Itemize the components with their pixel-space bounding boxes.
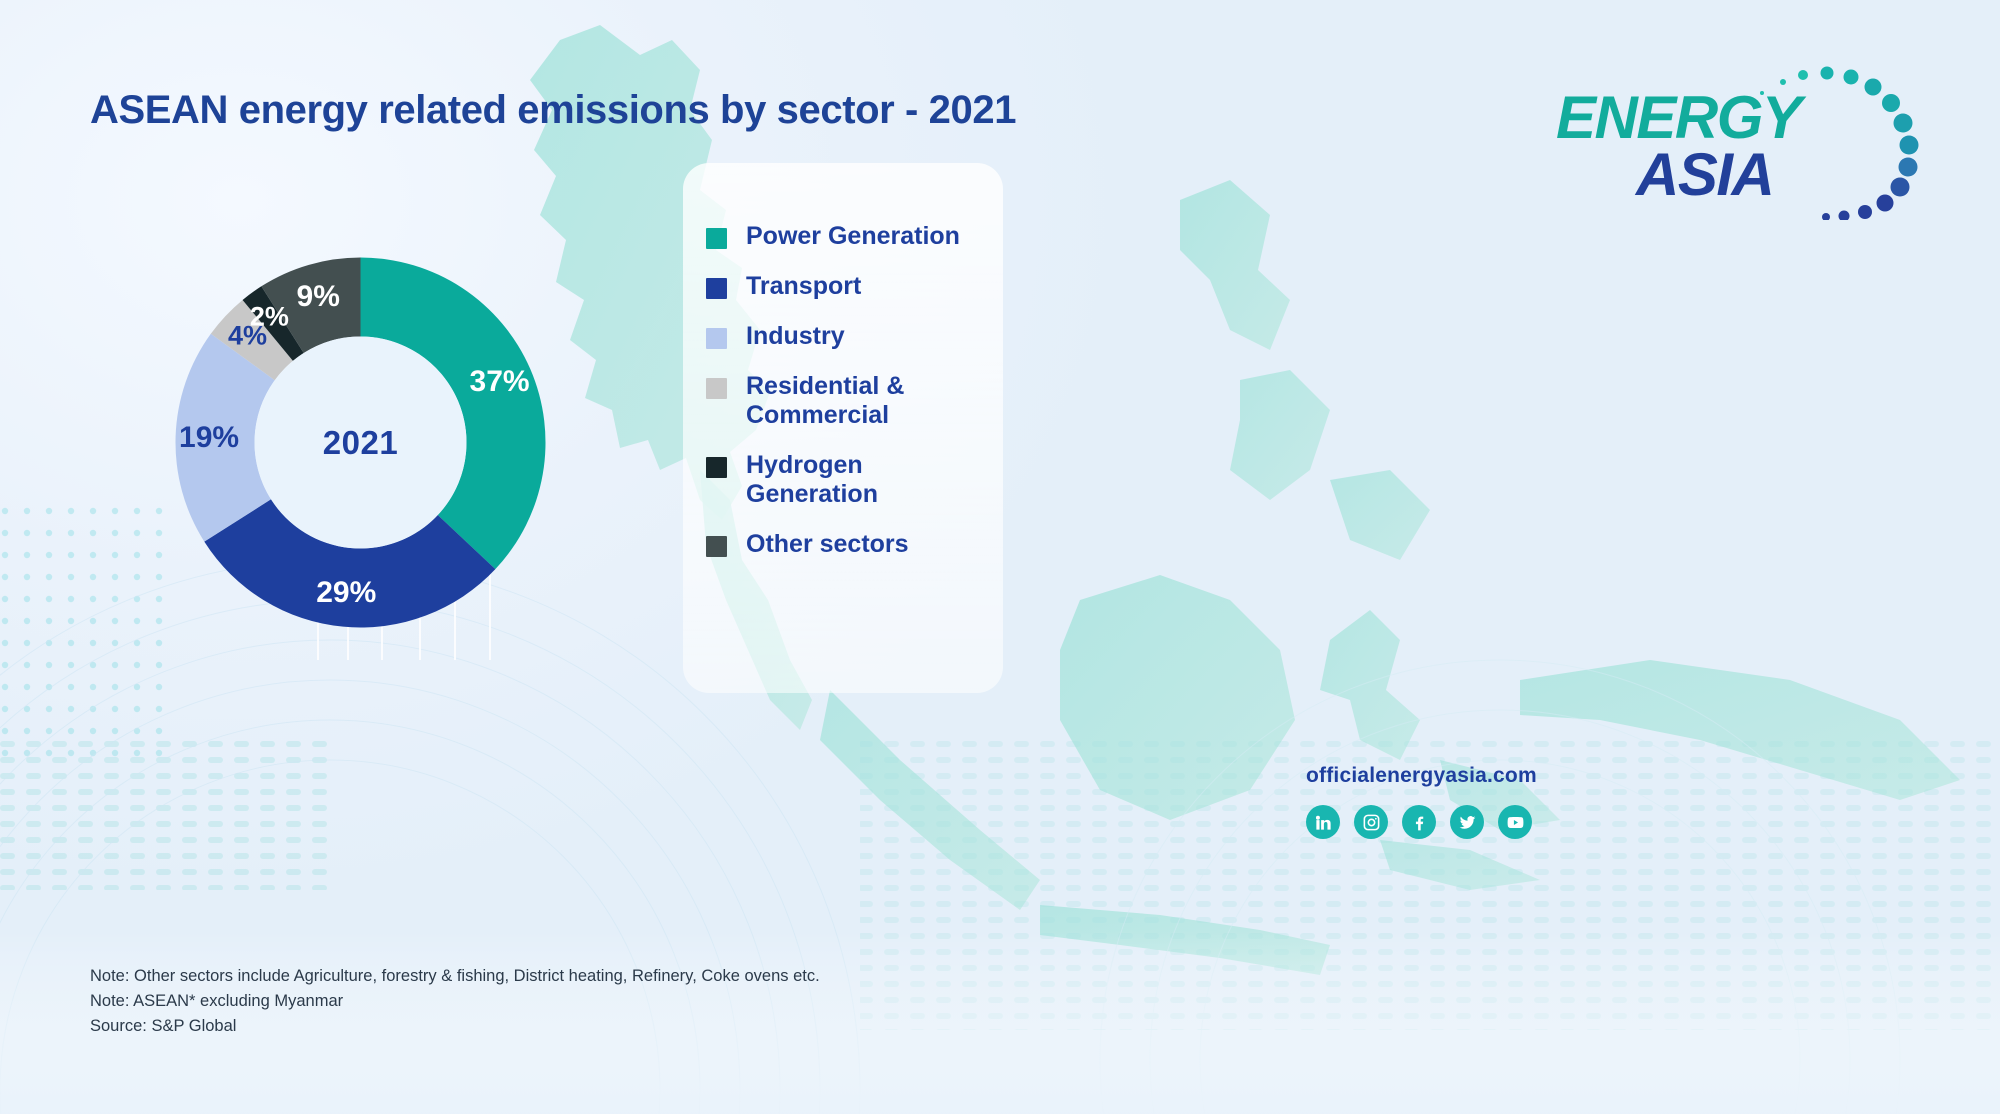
twitter-icon[interactable] (1450, 805, 1484, 839)
donut-slice[interactable] (242, 286, 304, 361)
legend-item-other-sectors[interactable]: Other sectors (706, 530, 1006, 559)
website-url[interactable]: officialenergyasia.com (1306, 764, 1537, 787)
donut-slice[interactable] (175, 333, 275, 542)
note-asean-exclusion: Note: ASEAN* excluding Myanmar (90, 992, 344, 1011)
legend-label-transport: Transport (746, 272, 862, 300)
logo-text-energy: ENERGY (1556, 84, 1802, 151)
facebook-icon[interactable] (1402, 805, 1436, 839)
instagram-icon[interactable] (1354, 805, 1388, 839)
donut-slice-label: 29% (316, 576, 377, 610)
legend-swatch-hydrogen-generation (706, 457, 727, 478)
donut-slice-label: 9% (296, 280, 340, 313)
legend-item-transport[interactable]: Transport (706, 272, 1006, 301)
donut-svg (175, 257, 546, 628)
chart-legend: Power Generation Transport Industry Resi… (706, 222, 1006, 559)
social-links (1306, 805, 1532, 839)
logo-dot-arc (1760, 66, 1919, 220)
legend-swatch-power-generation (706, 228, 727, 249)
logo-text-asia: ASIA (1636, 141, 1775, 208)
donut-slice-label: 19% (179, 420, 240, 454)
legend-label-power-generation: Power Generation (746, 222, 960, 250)
emissions-donut-chart (168, 250, 553, 635)
donut-slice[interactable] (204, 499, 496, 628)
legend-swatch-residential-commercial (706, 378, 727, 399)
legend-item-residential-commercial[interactable]: Residential & Commercial (706, 372, 1006, 430)
legend-label-hydrogen-generation: Hydrogen Generation (746, 451, 878, 508)
donut-slice[interactable] (360, 257, 546, 570)
legend-item-industry[interactable]: Industry (706, 322, 1006, 351)
donut-slice-label: 2% (249, 301, 289, 332)
note-source: Source: S&P Global (90, 1017, 237, 1036)
note-other-sectors: Note: Other sectors include Agriculture,… (90, 967, 820, 985)
donut-slice-label: 4% (227, 320, 268, 351)
legend-item-power-generation[interactable]: Power Generation (706, 222, 1006, 251)
donut-slice[interactable] (210, 299, 293, 381)
donut-center-year: 2021 (322, 423, 399, 461)
legend-label-industry: Industry (746, 322, 845, 350)
donut-slice-label: 37% (469, 365, 530, 399)
energy-asia-logo: ENERGY ASIA (1540, 60, 1960, 220)
donut-hole (254, 336, 467, 549)
youtube-icon[interactable] (1498, 805, 1532, 839)
chart-notes: Note: Other sectors include Agriculture,… (90, 964, 820, 1039)
legend-item-hydrogen-generation[interactable]: Hydrogen Generation (706, 451, 1006, 509)
legend-swatch-industry (706, 328, 727, 349)
linkedin-icon[interactable] (1306, 805, 1340, 839)
donut-slice[interactable] (261, 257, 361, 354)
legend-label-residential-commercial: Residential & Commercial (746, 372, 905, 429)
page-title: ASEAN energy related emissions by sector… (90, 88, 1017, 132)
legend-swatch-other-sectors (706, 536, 727, 557)
legend-label-other-sectors: Other sectors (746, 530, 909, 558)
legend-swatch-transport (706, 278, 727, 299)
